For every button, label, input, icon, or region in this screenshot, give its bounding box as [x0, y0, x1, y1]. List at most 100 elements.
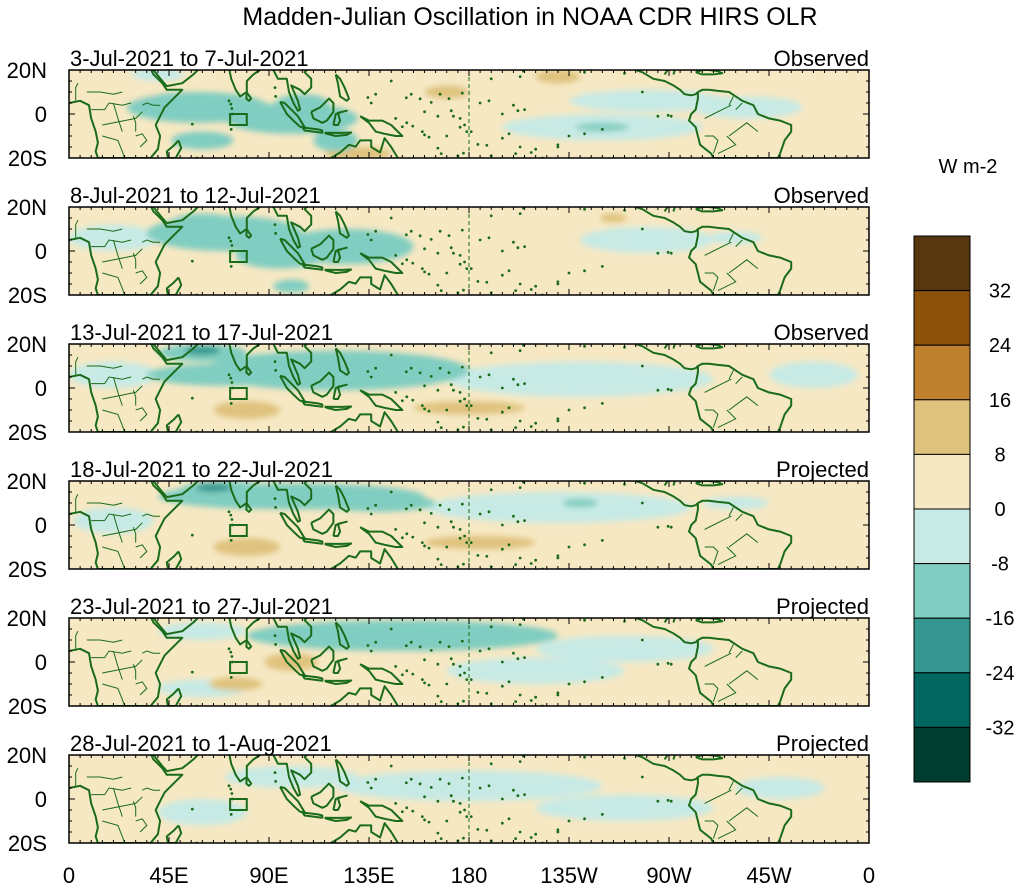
island: [469, 404, 473, 407]
anomaly-region: [213, 401, 281, 419]
coastline-africa: [69, 207, 184, 295]
coastline-newguinea: [359, 115, 404, 137]
island: [404, 96, 408, 100]
colorbar-swatch: [913, 726, 971, 783]
island: [418, 508, 422, 512]
coastline-australia: [320, 685, 399, 706]
island: [411, 261, 415, 265]
coastline-southamerica: [688, 362, 793, 432]
coastline-borneo: [310, 645, 335, 672]
island: [418, 234, 422, 238]
island: [469, 815, 473, 818]
coastline-madagascar: [165, 687, 183, 706]
coastline-africa: [69, 618, 184, 706]
y-tick-label: 20S: [8, 283, 47, 308]
island: [458, 802, 462, 805]
colorbar-swatch: [913, 399, 971, 455]
island: [516, 520, 520, 524]
coastline-philippines: [334, 347, 350, 376]
anomaly-region: [69, 224, 158, 251]
coastline-srilanka: [245, 776, 253, 787]
island: [389, 353, 393, 357]
island: [529, 836, 533, 839]
island: [518, 145, 522, 149]
island: [476, 827, 480, 831]
island: [445, 271, 449, 275]
island: [190, 533, 194, 537]
island: [439, 700, 443, 703]
island: [423, 407, 426, 411]
island: [438, 366, 442, 370]
country-borders: [75, 82, 759, 158]
country-border: [102, 796, 143, 811]
island: [190, 122, 194, 126]
island: [500, 684, 504, 688]
island: [409, 640, 413, 644]
island: [529, 151, 533, 154]
island: [409, 366, 413, 370]
island: [423, 681, 426, 685]
island: [369, 375, 373, 379]
country-border: [717, 683, 737, 703]
country-border: [135, 407, 148, 422]
coastline-india: [217, 481, 261, 509]
island: [463, 808, 466, 812]
island: [409, 503, 413, 507]
island: [556, 280, 560, 284]
anomaly-region: [69, 759, 158, 786]
island: [489, 77, 493, 81]
x-tick-label: 0: [63, 863, 75, 888]
coastline-mexicoCA: [635, 70, 699, 97]
island: [469, 678, 473, 681]
island: [485, 143, 489, 147]
country-border: [704, 241, 732, 256]
island: [439, 426, 443, 429]
island: [366, 781, 370, 784]
coastline-newguinea: [359, 252, 404, 274]
panel-status-label: Projected: [776, 731, 869, 756]
country-border: [728, 507, 734, 517]
coastline-philippines: [334, 210, 350, 239]
island: [411, 809, 415, 813]
country-border: [728, 370, 734, 380]
coastlines: [69, 755, 793, 843]
coastline-southamerica: [688, 636, 793, 706]
anomaly-region: [757, 133, 847, 156]
island: [485, 417, 489, 421]
island: [666, 250, 670, 254]
country-border: [135, 681, 148, 696]
colorbar-label: 16: [989, 390, 1011, 412]
coastline-sulawesi: [332, 657, 348, 674]
island: [567, 408, 571, 412]
island: [423, 658, 426, 662]
island: [507, 132, 511, 136]
coastline-caribbean: [695, 755, 724, 761]
island: [534, 832, 538, 836]
island: [445, 408, 449, 412]
island: [429, 785, 433, 789]
island: [460, 776, 464, 780]
country-border: [75, 493, 79, 512]
island: [458, 536, 462, 540]
island: [500, 386, 504, 390]
island: [400, 810, 404, 814]
island: [500, 410, 504, 414]
coastline-srilanka: [245, 228, 253, 239]
island: [458, 125, 462, 129]
island: [429, 511, 433, 515]
island: [436, 694, 440, 698]
reference-box: [229, 524, 248, 537]
anomaly-region: [169, 213, 236, 236]
anomaly-region: [73, 507, 154, 534]
anomaly-region: [600, 213, 627, 223]
island: [476, 416, 480, 420]
anomaly-region: [702, 496, 770, 510]
coastline-borneo: [310, 97, 335, 124]
island: [438, 229, 442, 233]
island: [485, 280, 489, 284]
island: [600, 127, 604, 131]
island: [623, 756, 626, 760]
island: [556, 282, 560, 286]
island: [583, 543, 586, 547]
anomaly-region: [535, 635, 714, 662]
